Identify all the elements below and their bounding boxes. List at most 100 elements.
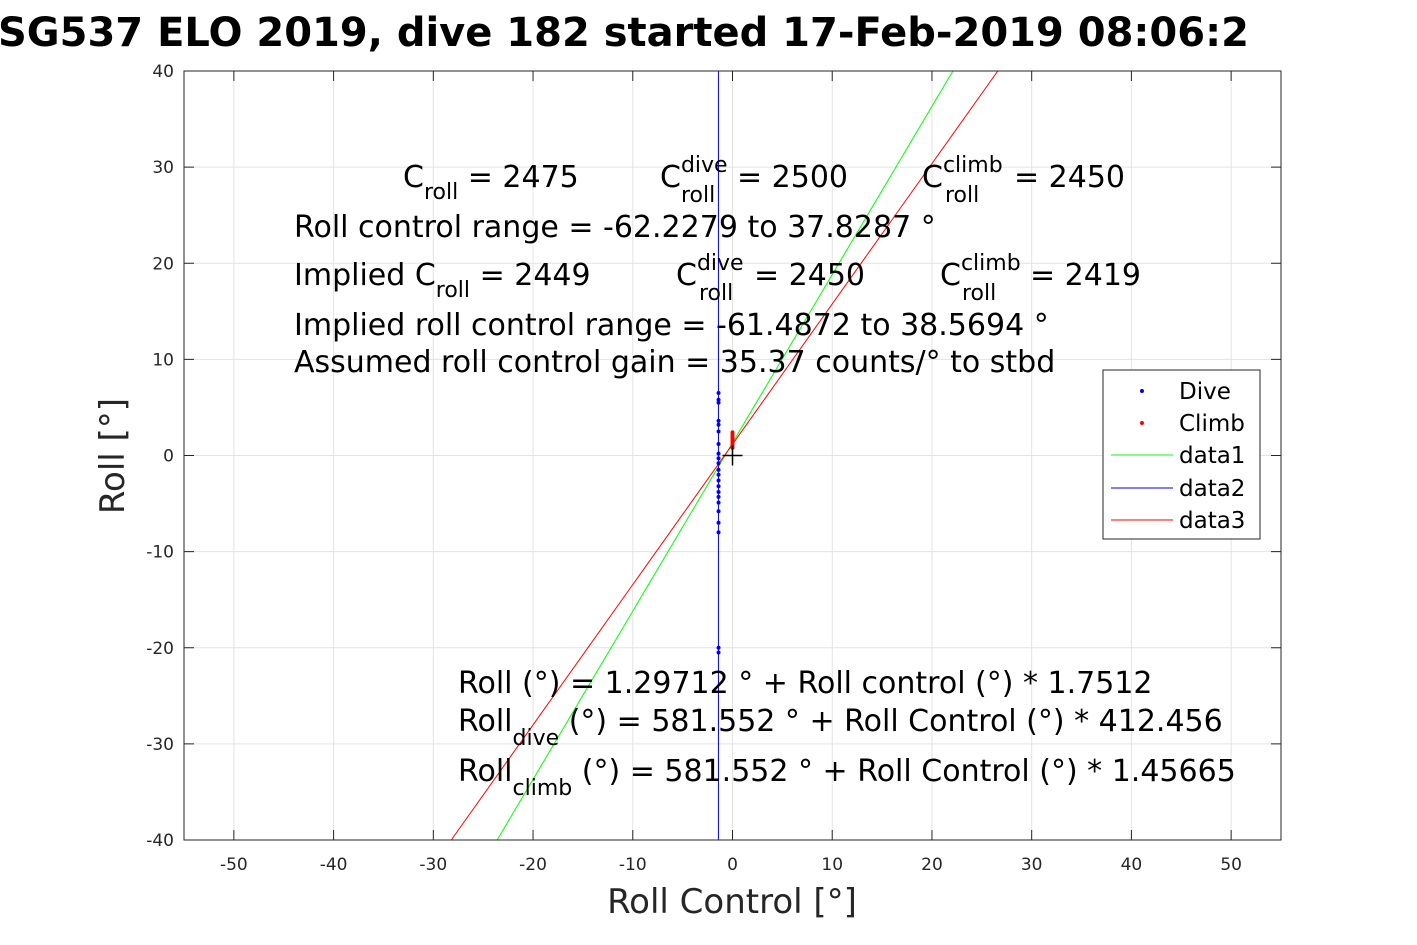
fit-dive-main: Roll: [458, 704, 513, 739]
x-axis-label: Roll Control [°]: [607, 882, 857, 922]
point-dive: [716, 472, 721, 477]
x-tick-label: 0: [727, 855, 738, 875]
point-dive: [716, 429, 721, 434]
annotation-fit: Roll (°) = 1.29712 ° + Roll control (°) …: [458, 666, 1153, 701]
c-dive-sup: dive: [681, 153, 728, 178]
legend-dive-label: Dive: [1179, 379, 1231, 405]
annotation-implied-c-dive-value: = 2450: [754, 258, 865, 293]
point-dive: [716, 478, 721, 483]
c-roll-main: C: [403, 160, 424, 195]
point-dive: [716, 397, 721, 402]
annotation-implied-c-roll: Implied Croll = 2449: [294, 258, 591, 303]
fit-dive-sub: dive: [513, 726, 560, 751]
y-tick-label: 40: [152, 62, 174, 82]
x-tick-label: -40: [320, 855, 348, 875]
x-tick-label: 10: [821, 855, 843, 875]
fit-climb-rest: (°) = 581.552 ° + Roll Control (°) * 1.4…: [572, 754, 1236, 789]
point-dive: [716, 530, 721, 535]
legend-data3-label: data3: [1179, 508, 1245, 534]
implied-dive-main: C: [676, 258, 697, 293]
annotation-implied-c-dive-sub: roll: [699, 281, 733, 306]
x-tick-label: -50: [220, 855, 248, 875]
point-climb: [730, 430, 735, 435]
x-tick-label: 20: [921, 855, 943, 875]
point-dive: [716, 650, 721, 655]
annotation-fit-climb: Rollclimb (°) = 581.552 ° + Roll Control…: [458, 754, 1236, 801]
y-tick-label: -20: [146, 639, 174, 659]
point-dive: [716, 441, 721, 446]
y-tick-label: -10: [146, 543, 174, 563]
annotation-implied-range: Implied roll control range = -61.4872 to…: [294, 308, 1049, 343]
y-tick-label: 20: [152, 254, 174, 274]
annotation-c-roll-climb: Cclimb: [922, 153, 1003, 195]
implied-dive-sup: dive: [697, 251, 744, 276]
y-tick-label: -40: [146, 831, 174, 851]
legend-climb-marker: [1140, 421, 1144, 425]
point-dive: [716, 418, 721, 423]
annotation-implied-c-climb: Cclimb: [940, 251, 1021, 293]
legend-climb-label: Climb: [1179, 411, 1245, 437]
x-tick-label: 50: [1220, 855, 1242, 875]
x-tick-label: -20: [519, 855, 547, 875]
annotation-implied-c-climb-value: = 2419: [1030, 258, 1141, 293]
x-tick-label: -10: [619, 855, 647, 875]
annotation-gain: Assumed roll control gain = 35.37 counts…: [294, 345, 1055, 380]
point-dive: [716, 500, 721, 505]
origin-marker: [722, 445, 743, 466]
x-tick-label: -30: [419, 855, 447, 875]
annotation-implied-c-climb-sub: roll: [962, 281, 996, 306]
annotation-c-roll-dive-value: = 2500: [737, 160, 848, 195]
point-dive: [716, 400, 721, 405]
y-tick-label: 30: [152, 158, 174, 178]
point-dive: [716, 456, 721, 461]
chart-title: SG537 ELO 2019, dive 182 started 17-Feb-…: [0, 10, 1249, 56]
x-tick-label: 40: [1121, 855, 1143, 875]
point-dive: [716, 467, 721, 472]
c-climb-main: C: [922, 160, 943, 195]
point-dive: [716, 391, 721, 396]
fit-climb-sub: climb: [513, 776, 573, 801]
c-climb-sup: climb: [943, 153, 1003, 178]
point-dive: [716, 494, 721, 499]
implied-sub: roll: [436, 278, 470, 303]
annotation-c-roll-climb-value: = 2450: [1014, 160, 1125, 195]
implied-climb-sup: climb: [961, 251, 1021, 276]
point-dive: [716, 645, 721, 650]
implied-climb-main: C: [940, 258, 961, 293]
legend-data1-label: data1: [1179, 443, 1245, 469]
annotation-fit-dive: Rolldive (°) = 581.552 ° + Roll Control …: [458, 704, 1223, 751]
point-dive: [716, 461, 721, 466]
legend: Dive Climb data1 data2 data3: [1102, 369, 1261, 540]
axis-ticks: [184, 70, 1281, 841]
point-dive: [716, 484, 721, 489]
y-tick-label: 0: [163, 447, 174, 467]
point-dive: [716, 509, 721, 514]
c-roll-value: = 2475: [458, 160, 579, 195]
y-axis-label: Roll [°]: [93, 398, 133, 514]
legend-dive-marker: [1140, 389, 1144, 393]
annotation-roll-control-range: Roll control range = -62.2279 to 37.8287…: [294, 210, 936, 245]
tick-labels: -50 -40 -30 -20 -10 0 10 20 30 40 50 -40 -30 -20 -10 0 1…: [146, 62, 1242, 875]
x-tick-label: 30: [1021, 855, 1043, 875]
fit-climb-main: Roll: [458, 754, 513, 789]
annotation-c-roll: Croll = 2475: [403, 160, 579, 205]
c-roll-sub: roll: [424, 180, 458, 205]
y-tick-label: 10: [152, 350, 174, 370]
y-tick-label: -30: [146, 735, 174, 755]
point-dive: [716, 490, 721, 495]
c-dive-main: C: [660, 160, 681, 195]
implied-value: = 2449: [470, 258, 591, 293]
annotations: Croll = 2475 Cdive roll = 2500 Cclimb ro…: [294, 153, 1236, 801]
fit-dive-rest: (°) = 581.552 ° + Roll Control (°) * 412…: [559, 704, 1223, 739]
point-dive: [716, 451, 721, 456]
point-dive: [716, 422, 721, 427]
legend-data2-label: data2: [1179, 476, 1245, 502]
annotation-c-roll-dive: Cdive: [660, 153, 728, 195]
implied-main: Implied C: [294, 258, 436, 293]
annotation-c-roll-climb-sub: roll: [945, 183, 979, 208]
point-dive: [716, 520, 721, 525]
series-points: [716, 391, 735, 655]
annotation-c-roll-dive-sub: roll: [681, 183, 715, 208]
annotation-implied-c-dive: Cdive: [676, 251, 744, 293]
